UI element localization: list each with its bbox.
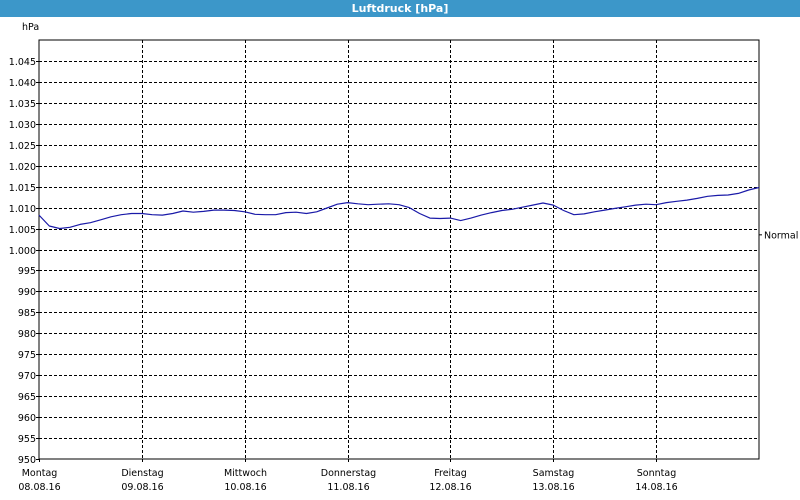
y-tick-label: 990 xyxy=(18,287,36,298)
x-tick-day: Dienstag xyxy=(121,468,163,479)
normal-label: Normal xyxy=(764,230,798,241)
pressure-chart: hPa 950 955 960 965 970 975 980 985 990 995 1.000 1.… xyxy=(9,22,799,493)
x-tick-day: Donnerstag xyxy=(321,468,376,479)
x-tick-date: 08.08.16 xyxy=(18,482,60,493)
y-tick-label: 960 xyxy=(18,413,36,424)
axis-layer xyxy=(36,39,762,462)
x-tick-date: 09.08.16 xyxy=(121,482,163,493)
x-tick-day: Samstag xyxy=(533,468,575,479)
y-tick-label: 1.020 xyxy=(9,162,36,173)
grid-layer xyxy=(39,40,759,459)
y-tick-label: 1.000 xyxy=(9,246,36,257)
x-tick-date: 13.08.16 xyxy=(532,482,574,493)
label-layer: hPa 950 955 960 965 970 975 980 985 990 995 1.000 1.… xyxy=(9,22,799,493)
x-tick-date: 10.08.16 xyxy=(224,482,266,493)
y-tick-label: 980 xyxy=(18,329,36,340)
y-tick-label: 1.015 xyxy=(9,183,36,194)
y-tick-label: 965 xyxy=(18,392,36,403)
y-tick-label: 1.045 xyxy=(9,57,36,68)
x-tick-day: Mittwoch xyxy=(224,468,267,479)
y-tick-label: 975 xyxy=(18,350,36,361)
pressure-line xyxy=(38,186,760,230)
window-title: Luftdruck [hPa] xyxy=(0,0,800,17)
y-tick-label: 1.035 xyxy=(9,99,36,110)
line-layer xyxy=(38,186,760,230)
y-axis-label: hPa xyxy=(22,22,39,33)
y-tick-label: 1.010 xyxy=(9,204,36,215)
x-tick-day: Montag xyxy=(22,468,58,479)
y-tick-label: 995 xyxy=(18,266,36,277)
y-tick-label: 1.025 xyxy=(9,141,36,152)
plot-frame xyxy=(38,39,760,460)
y-tick-label: 950 xyxy=(18,455,36,466)
y-tick-label: 1.030 xyxy=(9,120,36,131)
y-tick-label: 955 xyxy=(18,434,36,445)
y-tick-label: 970 xyxy=(18,371,36,382)
x-tick-day: Freitag xyxy=(434,468,467,479)
y-tick-label: 985 xyxy=(18,308,36,319)
x-tick-day: Sonntag xyxy=(637,468,676,479)
y-tick-label: 1.040 xyxy=(9,78,36,89)
x-tick-date: 14.08.16 xyxy=(635,482,677,493)
x-tick-date: 12.08.16 xyxy=(429,482,471,493)
y-tick-label: 1.005 xyxy=(9,225,36,236)
x-tick-date: 11.08.16 xyxy=(327,482,369,493)
